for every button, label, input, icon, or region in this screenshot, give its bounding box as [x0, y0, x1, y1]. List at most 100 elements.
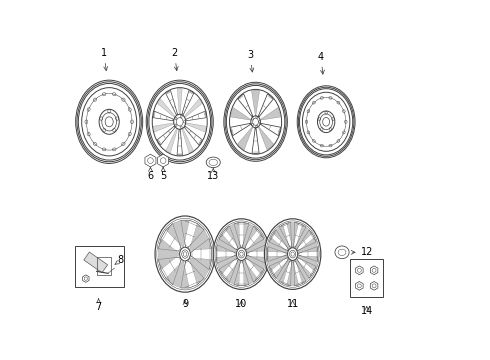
Polygon shape	[225, 260, 240, 286]
Text: 11: 11	[287, 299, 299, 309]
Polygon shape	[260, 107, 281, 120]
Ellipse shape	[266, 221, 319, 287]
Text: 12: 12	[351, 247, 374, 257]
Polygon shape	[153, 111, 174, 121]
Polygon shape	[238, 126, 253, 150]
Text: 5: 5	[160, 167, 166, 181]
Polygon shape	[216, 256, 237, 274]
Ellipse shape	[335, 246, 349, 259]
Polygon shape	[158, 224, 181, 251]
Polygon shape	[295, 259, 312, 283]
Ellipse shape	[157, 218, 213, 290]
Polygon shape	[166, 261, 189, 288]
Polygon shape	[296, 257, 316, 278]
Polygon shape	[182, 128, 194, 153]
Polygon shape	[158, 239, 180, 270]
Polygon shape	[258, 126, 273, 150]
Polygon shape	[252, 128, 259, 153]
Ellipse shape	[251, 116, 260, 128]
Polygon shape	[297, 256, 318, 271]
Polygon shape	[186, 123, 206, 132]
Text: 13: 13	[207, 168, 220, 181]
Polygon shape	[294, 222, 306, 248]
Polygon shape	[181, 220, 204, 248]
Text: 10: 10	[235, 299, 247, 309]
Polygon shape	[268, 256, 288, 271]
Text: 3: 3	[247, 50, 254, 72]
Polygon shape	[356, 266, 363, 275]
Text: 9: 9	[182, 299, 188, 309]
Polygon shape	[158, 257, 181, 285]
Polygon shape	[296, 230, 316, 251]
Polygon shape	[294, 260, 306, 286]
Polygon shape	[246, 256, 267, 274]
Polygon shape	[166, 128, 177, 153]
Polygon shape	[177, 129, 182, 155]
Ellipse shape	[155, 216, 215, 292]
Polygon shape	[234, 222, 249, 248]
Polygon shape	[279, 222, 292, 248]
Polygon shape	[158, 154, 169, 167]
Ellipse shape	[215, 221, 268, 287]
Polygon shape	[287, 222, 298, 248]
Polygon shape	[238, 94, 253, 117]
Polygon shape	[157, 126, 175, 145]
Polygon shape	[83, 275, 89, 282]
Polygon shape	[268, 238, 288, 252]
Polygon shape	[166, 90, 178, 116]
Polygon shape	[279, 260, 292, 286]
Polygon shape	[189, 258, 212, 285]
Ellipse shape	[180, 247, 191, 261]
Polygon shape	[216, 234, 237, 252]
Polygon shape	[287, 260, 298, 286]
Polygon shape	[268, 247, 288, 261]
Text: 8: 8	[115, 256, 124, 265]
Text: 4: 4	[318, 51, 324, 74]
Polygon shape	[243, 260, 258, 286]
Ellipse shape	[213, 219, 270, 289]
Text: 6: 6	[147, 167, 153, 181]
Polygon shape	[370, 266, 378, 275]
Polygon shape	[184, 126, 202, 145]
Polygon shape	[216, 245, 237, 263]
Polygon shape	[356, 282, 363, 290]
Polygon shape	[258, 94, 273, 117]
Polygon shape	[84, 252, 108, 273]
Polygon shape	[370, 282, 378, 290]
Text: 1: 1	[101, 48, 108, 71]
Polygon shape	[269, 257, 289, 278]
Polygon shape	[230, 107, 251, 120]
Polygon shape	[182, 90, 194, 116]
Ellipse shape	[288, 248, 298, 260]
Polygon shape	[251, 90, 260, 116]
Polygon shape	[184, 99, 202, 118]
Polygon shape	[189, 224, 212, 250]
Polygon shape	[157, 99, 175, 118]
Polygon shape	[185, 111, 206, 121]
Polygon shape	[273, 225, 290, 249]
Polygon shape	[177, 89, 182, 114]
Polygon shape	[166, 220, 189, 248]
Polygon shape	[219, 258, 238, 282]
Polygon shape	[234, 260, 249, 286]
Polygon shape	[243, 222, 258, 248]
Ellipse shape	[152, 87, 207, 156]
Polygon shape	[298, 247, 318, 261]
Bar	[97, 257, 111, 275]
Ellipse shape	[236, 248, 246, 260]
Text: 2: 2	[172, 48, 178, 71]
Ellipse shape	[206, 157, 220, 168]
Polygon shape	[245, 226, 264, 250]
Polygon shape	[145, 154, 156, 167]
Polygon shape	[269, 230, 289, 251]
Polygon shape	[246, 234, 267, 252]
Polygon shape	[219, 226, 238, 250]
Ellipse shape	[229, 89, 282, 154]
Polygon shape	[153, 123, 174, 132]
Polygon shape	[295, 225, 312, 249]
Polygon shape	[190, 239, 212, 270]
Polygon shape	[273, 259, 290, 283]
Text: 14: 14	[361, 306, 373, 315]
Polygon shape	[246, 245, 267, 263]
Polygon shape	[181, 260, 204, 288]
